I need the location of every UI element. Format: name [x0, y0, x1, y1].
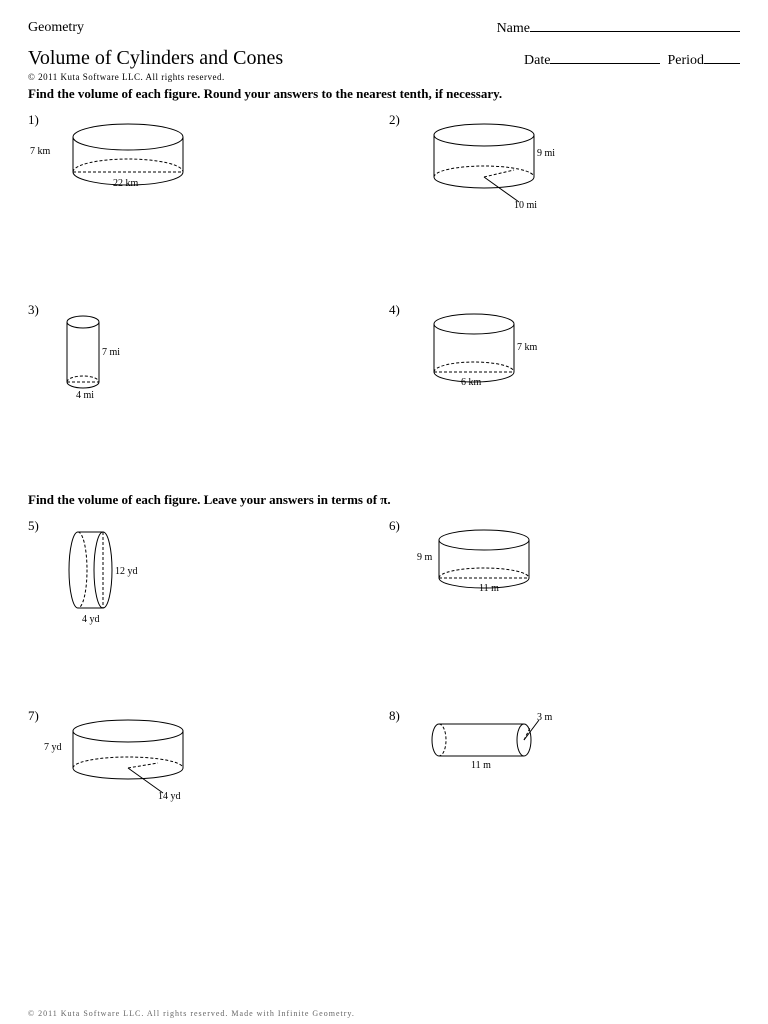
dim-label: 9 mi [537, 148, 555, 159]
section1-instructions: Find the volume of each figure. Round yo… [28, 86, 740, 102]
cylinder-figure: 9 mi 10 mi [419, 122, 559, 216]
dim-label: 10 mi [514, 200, 537, 211]
date-label: Date [524, 53, 550, 68]
problem-1: 1) 7 km 22 km [28, 112, 379, 242]
period-blank[interactable] [704, 52, 740, 64]
problem-4: 4) 7 km 6 km [389, 302, 740, 432]
date-blank[interactable] [550, 52, 660, 64]
problem-number: 8) [389, 708, 400, 724]
dim-label: 12 yd [115, 566, 138, 577]
dim-label: 7 km [30, 146, 50, 157]
dim-label: 7 mi [102, 347, 120, 358]
footer-copyright: © 2011 Kuta Software LLC. All rights res… [28, 1009, 355, 1018]
problem-number: 1) [28, 112, 39, 128]
problems-grid-2: 5) 12 yd 4 yd 6) [28, 518, 740, 838]
copyright-line: © 2011 Kuta Software LLC. All rights res… [28, 72, 740, 82]
problem-number: 5) [28, 518, 39, 534]
subject-label: Geometry [28, 20, 84, 37]
problem-number: 6) [389, 518, 400, 534]
date-period-fields: Date Period [524, 52, 740, 69]
problem-5: 5) 12 yd 4 yd [28, 518, 379, 648]
dim-label: 14 yd [158, 791, 181, 802]
problem-number: 3) [28, 302, 39, 318]
name-label: Name [497, 21, 530, 36]
dim-label: 11 m [479, 583, 499, 594]
dim-label: 9 m [417, 552, 432, 563]
title-row: Volume of Cylinders and Cones Date Perio… [28, 45, 740, 70]
cylinder-figure: 7 mi 4 mi [58, 312, 128, 416]
dim-label: 7 km [517, 342, 537, 353]
cylinder-figure: 12 yd 4 yd [58, 528, 158, 632]
dim-label: 7 yd [44, 742, 62, 753]
problem-number: 4) [389, 302, 400, 318]
cylinder-figure: 7 yd 14 yd [58, 718, 208, 812]
dim-label: 11 m [471, 760, 491, 771]
worksheet-title: Volume of Cylinders and Cones [28, 47, 283, 70]
worksheet-header: Geometry Name [28, 20, 740, 37]
problems-grid-1: 1) 7 km 22 km 2) [28, 112, 740, 432]
dim-label: 4 yd [82, 614, 100, 625]
problem-8: 8) 3 m 11 m [389, 708, 740, 838]
dim-label: 4 mi [76, 390, 94, 401]
section2-instructions: Find the volume of each figure. Leave yo… [28, 492, 740, 508]
name-field: Name [497, 20, 740, 37]
cylinder-figure: 7 km 22 km [58, 122, 198, 196]
period-label: Period [667, 53, 704, 68]
problem-7: 7) 7 yd 14 yd [28, 708, 379, 838]
problem-number: 2) [389, 112, 400, 128]
dim-label: 6 km [461, 377, 481, 388]
dim-label: 3 m [537, 712, 552, 723]
problem-3: 3) 7 mi 4 mi [28, 302, 379, 432]
problem-6: 6) 9 m 11 m [389, 518, 740, 648]
dim-label: 22 km [113, 178, 138, 189]
cylinder-figure: 7 km 6 km [419, 312, 539, 401]
problem-number: 7) [28, 708, 39, 724]
problem-2: 2) 9 mi 10 mi [389, 112, 740, 242]
name-blank[interactable] [530, 20, 740, 32]
cylinder-figure: 3 m 11 m [419, 718, 559, 782]
cylinder-figure: 9 m 11 m [419, 528, 549, 612]
